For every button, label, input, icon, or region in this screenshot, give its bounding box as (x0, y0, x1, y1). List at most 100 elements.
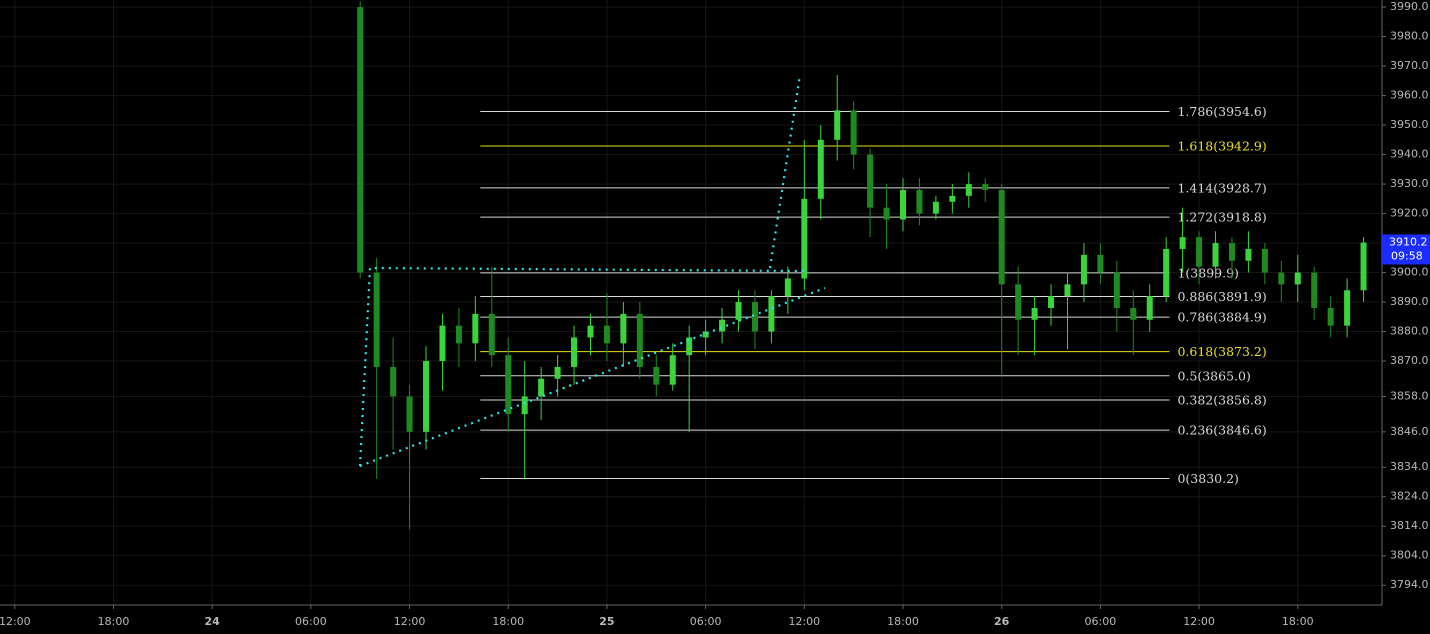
fib-label: 1(3899.9) (1177, 265, 1238, 280)
y-tick-label: 3980.0 (1390, 30, 1429, 43)
trend-line (359, 286, 826, 468)
candle-body (1261, 248, 1268, 273)
candle-body (768, 296, 775, 332)
candle-body (1048, 296, 1055, 308)
y-tick-label: 3824.0 (1390, 490, 1429, 503)
candle-body (1245, 248, 1252, 261)
candle-body (1212, 243, 1219, 267)
candle-body (719, 319, 726, 332)
candle-body (1163, 248, 1170, 297)
y-tick-label: 3880.0 (1390, 325, 1429, 338)
y-tick-label: 3920.0 (1390, 207, 1429, 220)
y-tick-label: 3930.0 (1390, 177, 1429, 190)
candle-body (603, 325, 610, 344)
candle-body (636, 313, 643, 367)
x-tick-label: 18:00 (1282, 615, 1314, 628)
candle-body (357, 7, 364, 273)
candle-body (1146, 296, 1153, 320)
candle-body (817, 139, 824, 199)
candle-body (1064, 284, 1071, 297)
x-tick-label: 06:00 (1085, 615, 1117, 628)
x-tick-label: 06:00 (295, 615, 327, 628)
candle-body (1294, 272, 1301, 285)
candle-body (1130, 307, 1137, 320)
candle-body (883, 207, 890, 220)
fib-label: 0.618(3873.2) (1177, 344, 1266, 359)
candle-body (784, 278, 791, 297)
candle-body (1097, 254, 1104, 273)
fib-label: 1.618(3942.9) (1177, 139, 1266, 154)
x-tick-label: 12:00 (788, 615, 820, 628)
candle-body (587, 325, 594, 338)
y-tick-label: 3804.0 (1390, 549, 1429, 562)
trend-lines (358, 74, 826, 468)
candle-body (867, 154, 874, 208)
candle-body (455, 325, 462, 344)
x-tick-label: 06:00 (690, 615, 722, 628)
candle-body (620, 313, 627, 344)
candle-body (472, 313, 479, 344)
candle-body (900, 189, 907, 220)
candle-body (653, 366, 660, 385)
candle-body (686, 337, 693, 356)
candle-body (998, 189, 1005, 285)
candle-body (1080, 254, 1087, 285)
countdown-label: 09:58 (1391, 249, 1423, 262)
candle-body (982, 184, 989, 190)
last-price-box (1382, 234, 1430, 265)
y-tick-label: 3834.0 (1390, 460, 1429, 473)
y-tick-label: 3990.0 (1390, 0, 1429, 13)
y-tick-label: 3794.0 (1390, 578, 1429, 591)
candle-body (735, 302, 742, 320)
candle-body (571, 337, 578, 367)
x-tick-label: 24 (205, 615, 221, 628)
fib-label: 0.786(3884.9) (1177, 310, 1266, 325)
x-tick-label: 18:00 (887, 615, 919, 628)
fib-label: 1.414(3928.7) (1177, 180, 1266, 195)
candle-body (521, 396, 528, 415)
candle-body (439, 325, 446, 362)
candle-body (1327, 307, 1334, 326)
candle-body (965, 184, 972, 196)
candle-body (702, 331, 709, 338)
y-tick-label: 3858.0 (1390, 389, 1429, 402)
x-tick-label: 12:00 (0, 615, 31, 628)
x-tick-label: 18:00 (492, 615, 524, 628)
y-tick-label: 3814.0 (1390, 519, 1429, 532)
candle-body (1278, 272, 1285, 285)
y-tick-label: 3940.0 (1390, 148, 1429, 161)
candle-body (423, 361, 430, 432)
fib-label: 0.382(3856.8) (1177, 392, 1266, 407)
last-price-label: 3910.2 (1389, 235, 1428, 248)
candle-body (1360, 242, 1367, 291)
candle-body (505, 355, 512, 415)
fib-label: 0.5(3865.0) (1177, 368, 1250, 383)
fib-label: 1.786(3954.6) (1177, 104, 1266, 119)
candle-body (801, 198, 808, 279)
y-tick-label: 3890.0 (1390, 295, 1429, 308)
x-tick-label: 18:00 (98, 615, 130, 628)
candle-body (1344, 290, 1351, 326)
fib-label: 1.272(3918.8) (1177, 210, 1266, 225)
candle-body (538, 378, 545, 397)
candle-body (834, 110, 841, 140)
candle-body (1113, 272, 1120, 308)
x-tick-label: 12:00 (1183, 615, 1215, 628)
candle-body (850, 110, 857, 155)
fib-label: 0(3830.2) (1177, 471, 1238, 486)
y-tick-label: 3970.0 (1390, 59, 1429, 72)
y-tick-label: 3950.0 (1390, 118, 1429, 131)
candle-body (1196, 237, 1203, 267)
fib-label: 0.236(3846.6) (1177, 423, 1266, 438)
candle-body (390, 366, 397, 397)
candle-body (406, 396, 413, 432)
fib-label: 0.886(3891.9) (1177, 289, 1266, 304)
y-tick-label: 3846.0 (1390, 425, 1429, 438)
y-tick-label: 3870.0 (1390, 354, 1429, 367)
candle-body (916, 189, 923, 214)
trend-line (768, 74, 802, 269)
candle-body (751, 302, 758, 332)
fibonacci-extension: 1.786(3954.6) 1.618(3942.9) 1.414(3928.7) 1… (480, 104, 1267, 486)
